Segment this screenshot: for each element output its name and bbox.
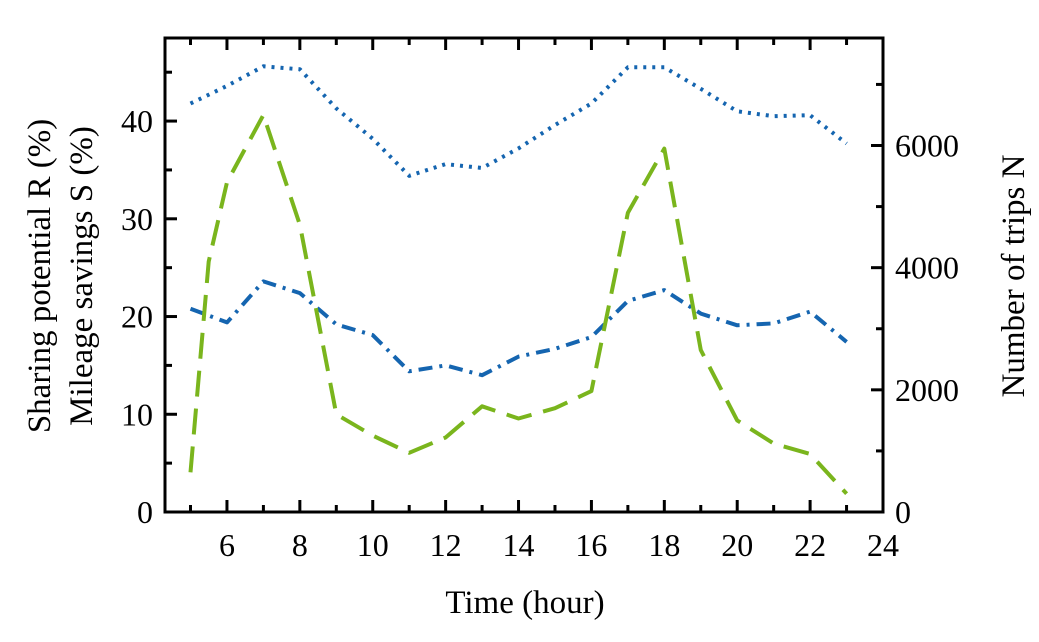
y-right-label-group: Number of trips N: [996, 154, 1032, 397]
x-tick-label: 6: [219, 527, 235, 563]
y-left-label-group: Sharing potential R (%): [22, 119, 58, 433]
x-tick-label: 16: [575, 527, 607, 563]
y-left-tick-label: 40: [121, 103, 153, 139]
y-left-tick-label: 0: [137, 494, 153, 530]
y-left-tick-label: 10: [121, 396, 153, 432]
y-left-axis-label-1: Sharing potential R (%): [22, 119, 58, 433]
x-tick-label: 24: [867, 527, 899, 563]
x-axis-label: Time (hour): [445, 585, 604, 621]
series-line-3: [188, 113, 849, 496]
y-right-tick-label: 2000: [895, 372, 959, 408]
x-tick-label: 20: [721, 527, 753, 563]
x-tick-label: 8: [292, 527, 308, 563]
y-right-tick-label: 4000: [895, 250, 959, 286]
y-right-axis-label: Number of trips N: [996, 154, 1032, 397]
y-right-tick-label: 0: [895, 494, 911, 530]
series-layer: [188, 64, 849, 496]
x-tick-label: 10: [357, 527, 389, 563]
x-tick-label: 22: [794, 527, 826, 563]
y-left-tick-label: 20: [121, 299, 153, 335]
x-tick-label: 14: [503, 527, 535, 563]
x-tick-label: 12: [430, 527, 462, 563]
y-right-tick-label: 6000: [895, 128, 959, 164]
y-left-tick-label: 30: [121, 201, 153, 237]
x-tick-label: 18: [648, 527, 680, 563]
plot-frame: [163, 36, 885, 514]
y-left-axis-label-2: Mileage savings S (%): [64, 126, 100, 426]
series-line-2: [189, 279, 848, 378]
series-line-1: [189, 64, 848, 178]
y-left-label-group-2: Mileage savings S (%): [64, 126, 100, 426]
